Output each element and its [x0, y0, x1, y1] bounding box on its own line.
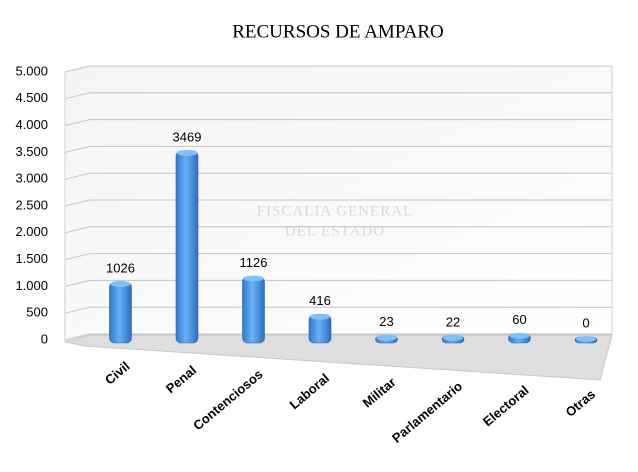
y-tick-label: 0 — [41, 331, 48, 346]
bar-face — [576, 336, 596, 342]
bar — [574, 336, 598, 344]
x-tick-label: Penal — [163, 362, 199, 396]
bar — [308, 313, 332, 344]
data-label: 1026 — [106, 260, 135, 275]
bar — [375, 334, 398, 344]
grid-line — [64, 119, 612, 127]
y-tick-label: 500 — [26, 305, 48, 320]
data-label: 0 — [582, 315, 589, 330]
bar-face — [376, 334, 397, 341]
grid-line — [64, 65, 612, 73]
y-tick-label: 3.500 — [15, 144, 48, 159]
x-tick-label: Civil — [102, 358, 133, 387]
y-tick-label: 5.000 — [15, 63, 48, 78]
grid-line — [64, 172, 612, 180]
bar-face — [243, 275, 264, 282]
bar-face — [310, 313, 330, 320]
bar-face — [175, 150, 199, 344]
grid-line — [64, 306, 612, 314]
grid-line — [64, 199, 612, 207]
data-label: 1126 — [240, 255, 268, 270]
bar-face — [109, 281, 132, 344]
grid-line — [64, 145, 612, 153]
watermark: FISCALIA GENERAL — [257, 203, 413, 219]
grid-line — [64, 333, 612, 341]
bar-face — [110, 281, 131, 288]
x-tick-label: Otras — [562, 386, 598, 419]
bar — [242, 275, 265, 344]
x-tick-label: Electoral — [480, 382, 532, 429]
data-label: 22 — [446, 314, 460, 329]
x-tick-label: Laboral — [287, 370, 333, 412]
bar-face — [509, 332, 530, 339]
grid-line — [64, 253, 612, 261]
bar — [508, 332, 531, 344]
bar-face — [177, 150, 197, 157]
y-tick-label: 4.500 — [15, 90, 48, 105]
grid-line — [64, 226, 612, 234]
bar — [441, 334, 465, 344]
y-tick-label: 3.000 — [15, 171, 48, 186]
grid-line — [64, 279, 612, 287]
x-tick-label: Contenciosos — [190, 366, 265, 433]
watermark: DEL ESTADO — [285, 223, 385, 239]
x-tick-label: Militar — [360, 374, 399, 410]
grid-line — [64, 92, 612, 100]
y-tick-label: 4.000 — [15, 117, 48, 132]
y-tick-label: 1.000 — [15, 278, 48, 293]
data-label: 416 — [309, 293, 331, 308]
x-tick-label: Parlamentario — [389, 378, 465, 445]
bar-face — [443, 334, 463, 341]
floor — [64, 334, 613, 381]
data-label: 60 — [512, 312, 526, 327]
bar — [175, 150, 199, 344]
data-label: 23 — [379, 314, 393, 329]
chart-title: RECURSOS DE AMPARO — [232, 21, 444, 42]
y-tick-label: 2.500 — [15, 197, 48, 212]
bar-face — [242, 276, 265, 344]
y-tick-label: 2.000 — [15, 224, 48, 239]
bar — [109, 281, 132, 344]
y-tick-label: 1.500 — [15, 251, 48, 266]
data-label: 3469 — [173, 129, 202, 144]
